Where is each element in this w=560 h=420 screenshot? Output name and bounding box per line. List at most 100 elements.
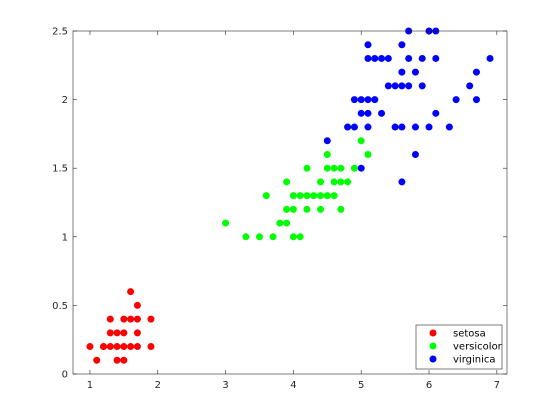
data-point [283,219,291,227]
y-tick-label: 0.5 [52,301,68,312]
x-tick-label: 7 [494,380,500,391]
data-point [147,343,155,351]
data-point [113,343,121,351]
data-point [133,301,141,309]
data-point [337,164,345,172]
data-point [405,82,413,90]
data-point [303,205,311,213]
data-point [364,150,372,158]
data-point [330,192,338,200]
data-point [303,192,311,200]
data-point [262,192,270,200]
data-point [344,178,352,186]
data-point [120,343,128,351]
x-tick-label: 6 [426,380,432,391]
data-point [317,205,325,213]
data-point [106,315,114,323]
legend-marker [429,342,437,350]
data-point [472,96,480,104]
data-point [147,315,155,323]
data-point [364,41,372,49]
data-point [418,82,426,90]
data-point [364,96,372,104]
data-point [113,329,121,337]
data-point [466,82,474,90]
data-point [391,82,399,90]
data-point [255,233,263,241]
data-point [127,315,135,323]
data-point [106,329,114,337]
y-tick-label: 1 [62,232,68,243]
plot-area [73,31,507,374]
legend-marker [429,329,437,337]
data-point [242,233,250,241]
data-point [445,123,453,131]
legend-marker [429,355,437,363]
data-point [296,192,304,200]
data-point [289,192,297,200]
series-versicolor [222,123,372,241]
data-point [120,329,128,337]
data-point [310,192,318,200]
data-point [452,96,460,104]
data-point [398,178,406,186]
data-point [398,68,406,76]
data-point [398,123,406,131]
data-point [398,41,406,49]
x-tick-label: 1 [87,380,93,391]
data-point [93,356,101,364]
x-tick-label: 2 [155,380,161,391]
data-point [86,343,94,351]
data-point [357,164,365,172]
data-point [289,205,297,213]
data-point [323,150,331,158]
y-tick-label: 2 [62,95,68,106]
data-points [86,27,494,364]
data-point [371,54,379,62]
data-point [337,205,345,213]
legend: setosa versicolor virginica [415,324,503,370]
data-point [127,288,135,296]
data-point [323,192,331,200]
data-point [357,109,365,117]
data-point [357,137,365,145]
data-point [337,178,345,186]
data-point [269,233,277,241]
data-point [391,123,399,131]
data-point [398,82,406,90]
data-point [350,123,358,131]
data-point [133,343,141,351]
data-point [283,178,291,186]
data-point [296,233,304,241]
data-point [384,54,392,62]
data-point [303,164,311,172]
data-point [432,109,440,117]
data-point [106,343,114,351]
data-point [486,54,494,62]
data-point [418,54,426,62]
data-point [330,164,338,172]
data-point [425,123,433,131]
data-point [120,315,128,323]
axes: 1 2 3 4 5 6 7 0 0.5 1 1.5 2 2.5 [52,27,508,391]
data-point [378,109,386,117]
data-point [411,123,419,131]
data-point [323,137,331,145]
data-point [283,205,291,213]
series-virginica [323,27,494,186]
data-point [133,329,141,337]
data-point [113,356,121,364]
data-point [364,109,372,117]
x-tick-label: 4 [290,380,296,391]
y-tick-label: 0 [62,370,68,381]
legend-label: versicolor [453,342,503,353]
data-point [411,150,419,158]
x-tick-label: 5 [358,380,364,391]
data-point [133,315,141,323]
data-point [472,68,480,76]
data-point [289,233,297,241]
data-point [350,164,358,172]
data-point [330,178,338,186]
y-tick-label: 1.5 [52,164,68,175]
